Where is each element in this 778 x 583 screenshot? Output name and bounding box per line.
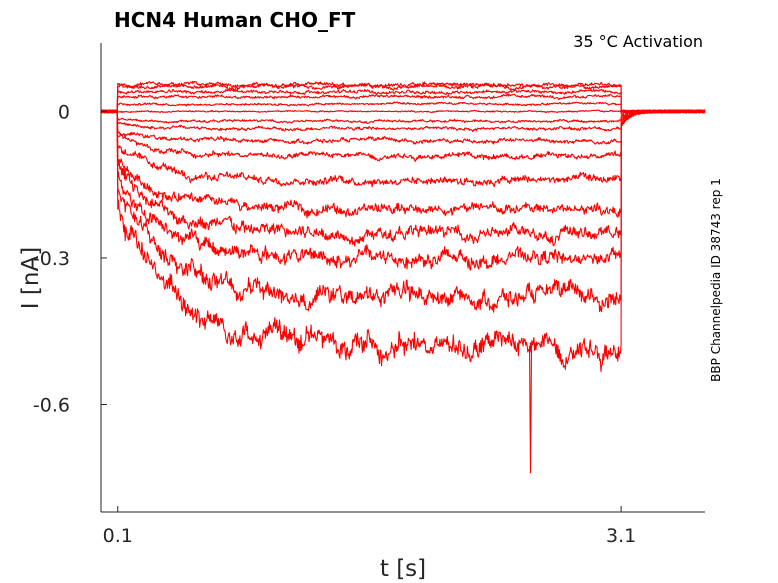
- x-tick-label: 0.1: [103, 525, 133, 547]
- chart-title: HCN4 Human CHO_FT: [114, 8, 356, 32]
- trace-line-14: [100, 109, 706, 313]
- trace-line-8: [100, 109, 706, 145]
- y-axis-label: I [nA]: [18, 247, 44, 309]
- trace-line-2: [100, 88, 706, 114]
- y-tick-label: 0: [58, 101, 70, 123]
- chart-annotation: 35 °C Activation: [573, 32, 703, 51]
- trace-line-13: [100, 109, 706, 271]
- trace-line-15: [100, 109, 706, 372]
- trace-line-10: [100, 109, 706, 188]
- trace-line-11: [100, 109, 706, 219]
- x-ticks: 0.1 3.1: [103, 506, 636, 547]
- trace-line-3: [100, 93, 706, 114]
- x-tick-label: 3.1: [606, 525, 636, 547]
- side-label: BBP Channelpedia ID 38743 rep 1: [709, 178, 723, 382]
- trace-line-6: [100, 109, 706, 125]
- y-tick-label: -0.6: [33, 395, 70, 417]
- trace-line-1: [100, 82, 706, 114]
- trace-line-5: [100, 109, 706, 115]
- x-axis-label: t [s]: [380, 556, 426, 582]
- trace-line-4: [100, 101, 706, 114]
- traces-group: [100, 80, 706, 474]
- y-ticks: 0 -0.3 -0.6: [33, 101, 107, 417]
- trace-spike: [528, 345, 533, 474]
- trace-line-9: [100, 109, 706, 163]
- y-tick-label: -0.3: [33, 248, 70, 270]
- trace-line-7: [100, 109, 706, 133]
- trace-line-12: [100, 109, 706, 247]
